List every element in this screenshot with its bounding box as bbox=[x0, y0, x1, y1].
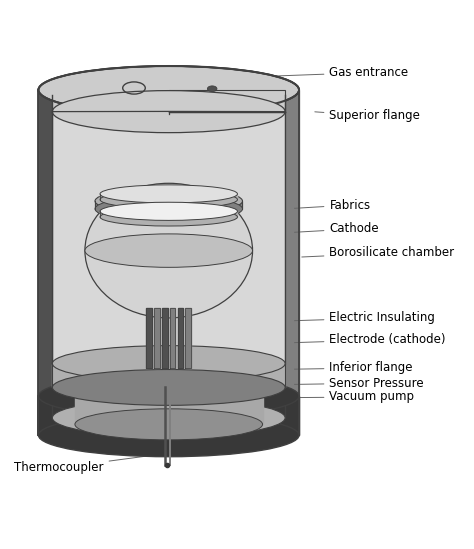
Ellipse shape bbox=[52, 369, 285, 405]
Text: Borosilicate chamber: Borosilicate chamber bbox=[302, 247, 455, 259]
Polygon shape bbox=[100, 194, 237, 200]
Ellipse shape bbox=[38, 414, 299, 457]
Text: Superior flange: Superior flange bbox=[315, 109, 420, 122]
Text: Inferior flange: Inferior flange bbox=[246, 361, 413, 374]
Ellipse shape bbox=[100, 202, 237, 220]
Ellipse shape bbox=[100, 191, 237, 209]
Ellipse shape bbox=[85, 183, 253, 318]
Polygon shape bbox=[95, 201, 243, 209]
Polygon shape bbox=[154, 308, 160, 368]
Polygon shape bbox=[162, 308, 168, 368]
Ellipse shape bbox=[95, 196, 243, 222]
Text: Electric Insulating: Electric Insulating bbox=[246, 311, 435, 324]
Text: Gas entrance: Gas entrance bbox=[254, 66, 409, 79]
Polygon shape bbox=[146, 308, 152, 368]
Ellipse shape bbox=[38, 374, 299, 418]
Ellipse shape bbox=[95, 188, 243, 214]
Ellipse shape bbox=[100, 194, 237, 220]
Ellipse shape bbox=[75, 409, 263, 440]
Ellipse shape bbox=[208, 86, 217, 92]
Polygon shape bbox=[75, 394, 263, 424]
Text: Sensor Pressure: Sensor Pressure bbox=[246, 377, 424, 390]
Polygon shape bbox=[169, 90, 285, 111]
Polygon shape bbox=[38, 90, 51, 435]
Ellipse shape bbox=[85, 234, 253, 267]
Polygon shape bbox=[51, 90, 285, 435]
Polygon shape bbox=[52, 111, 285, 418]
Ellipse shape bbox=[52, 399, 285, 437]
Ellipse shape bbox=[100, 185, 237, 203]
Ellipse shape bbox=[75, 377, 263, 411]
Ellipse shape bbox=[100, 208, 237, 226]
Polygon shape bbox=[285, 90, 299, 435]
Polygon shape bbox=[45, 111, 52, 418]
Text: Thermocoupler: Thermocoupler bbox=[14, 453, 170, 474]
Text: Electrode (cathode): Electrode (cathode) bbox=[254, 333, 446, 346]
Text: Vacuum pump: Vacuum pump bbox=[210, 390, 414, 404]
Polygon shape bbox=[38, 396, 299, 435]
Text: Cathode: Cathode bbox=[280, 222, 379, 236]
Polygon shape bbox=[100, 211, 237, 217]
Ellipse shape bbox=[52, 91, 285, 133]
Polygon shape bbox=[52, 363, 285, 388]
Text: Fabrics: Fabrics bbox=[280, 199, 371, 211]
Polygon shape bbox=[185, 308, 191, 368]
Ellipse shape bbox=[52, 346, 285, 382]
Polygon shape bbox=[285, 111, 293, 418]
Ellipse shape bbox=[38, 66, 299, 114]
Polygon shape bbox=[170, 308, 175, 368]
Polygon shape bbox=[178, 308, 183, 368]
